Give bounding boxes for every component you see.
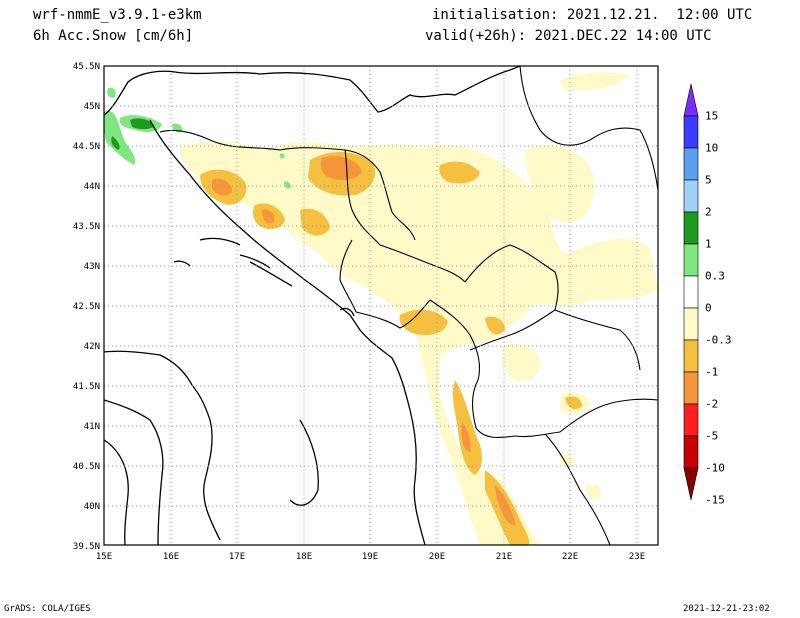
colorbar-swatch xyxy=(683,147,699,181)
lon-label: 17E xyxy=(229,552,245,562)
lat-label: 40N xyxy=(84,502,100,512)
lon-label: 18E xyxy=(296,552,312,562)
lat-label: 39.5N xyxy=(73,542,100,552)
lat-label: 45.5N xyxy=(73,62,100,72)
colorbar-label: -10 xyxy=(705,461,725,475)
lon-label: 20E xyxy=(429,552,445,562)
coastlines xyxy=(104,66,521,545)
colorbar-label: -1 xyxy=(705,365,719,379)
colorbar-top-arrow xyxy=(683,83,699,117)
colorbar-label: 5 xyxy=(705,173,712,187)
field-title: 6h Acc.Snow [cm/6h] xyxy=(33,28,194,44)
colorbar-swatch xyxy=(683,307,699,341)
lon-label: 22E xyxy=(562,552,578,562)
lat-label: 44.5N xyxy=(73,142,100,152)
colorbar-label: -5 xyxy=(705,429,719,443)
lat-label: 42.5N xyxy=(73,302,100,312)
colorbar-label: -0.3 xyxy=(705,333,732,347)
lat-label: 41N xyxy=(84,422,100,432)
lon-axis-labels: 15E 16E 17E 18E 19E 20E 21E 22E 23E xyxy=(96,552,645,562)
lon-label: 23E xyxy=(629,552,645,562)
colorbar xyxy=(683,83,699,501)
colorbar-label: 1 xyxy=(705,237,712,251)
colorbar-label: -2 xyxy=(705,397,719,411)
init-time: initialisation: 2021.12.21. 12:00 UTC xyxy=(432,7,753,23)
colorbar-label: 0.3 xyxy=(705,269,725,283)
lat-label: 40.5N xyxy=(73,462,100,472)
lat-label: 43N xyxy=(84,262,100,272)
lon-label: 19E xyxy=(362,552,378,562)
map-frame xyxy=(103,65,659,546)
render-timestamp: 2021-12-21-23:02 xyxy=(683,604,770,614)
colorbar-label: 2 xyxy=(705,205,712,219)
colorbar-swatch xyxy=(683,275,699,309)
valid-time: valid(+26h): 2021.DEC.22 14:00 UTC xyxy=(425,28,712,44)
colorbar-label: 10 xyxy=(705,141,719,155)
colorbar-swatch xyxy=(683,371,699,405)
lat-label: 42N xyxy=(84,342,100,352)
lat-axis-labels: 45.5N 45N 44.5N 44N 43.5N 43N 42.5N 42N … xyxy=(73,62,100,552)
colorbar-swatch xyxy=(683,339,699,373)
lon-label: 15E xyxy=(96,552,112,562)
lat-label: 41.5N xyxy=(73,382,100,392)
lat-label: 43.5N xyxy=(73,222,100,232)
colorbar-swatch xyxy=(683,211,699,245)
colorbar-swatch xyxy=(683,243,699,277)
colorbar-label: 0 xyxy=(705,301,712,315)
lat-label: 45N xyxy=(84,102,100,112)
colorbar-bottom-arrow xyxy=(683,467,699,501)
lat-label: 44N xyxy=(84,182,100,192)
colorbar-swatch xyxy=(683,403,699,437)
snow-field xyxy=(104,66,658,545)
colorbar-swatch xyxy=(683,435,699,469)
colorbar-label: 15 xyxy=(705,109,719,123)
lon-label: 16E xyxy=(163,552,179,562)
lon-label: 21E xyxy=(496,552,512,562)
colorbar-swatch xyxy=(683,179,699,213)
model-title: wrf-nmmE_v3.9.1-e3km xyxy=(33,7,202,23)
grads-credit: GrADS: COLA/IGES xyxy=(4,604,91,614)
colorbar-swatch xyxy=(683,115,699,149)
colorbar-label: -15 xyxy=(705,493,725,507)
grid-lines xyxy=(104,66,658,545)
